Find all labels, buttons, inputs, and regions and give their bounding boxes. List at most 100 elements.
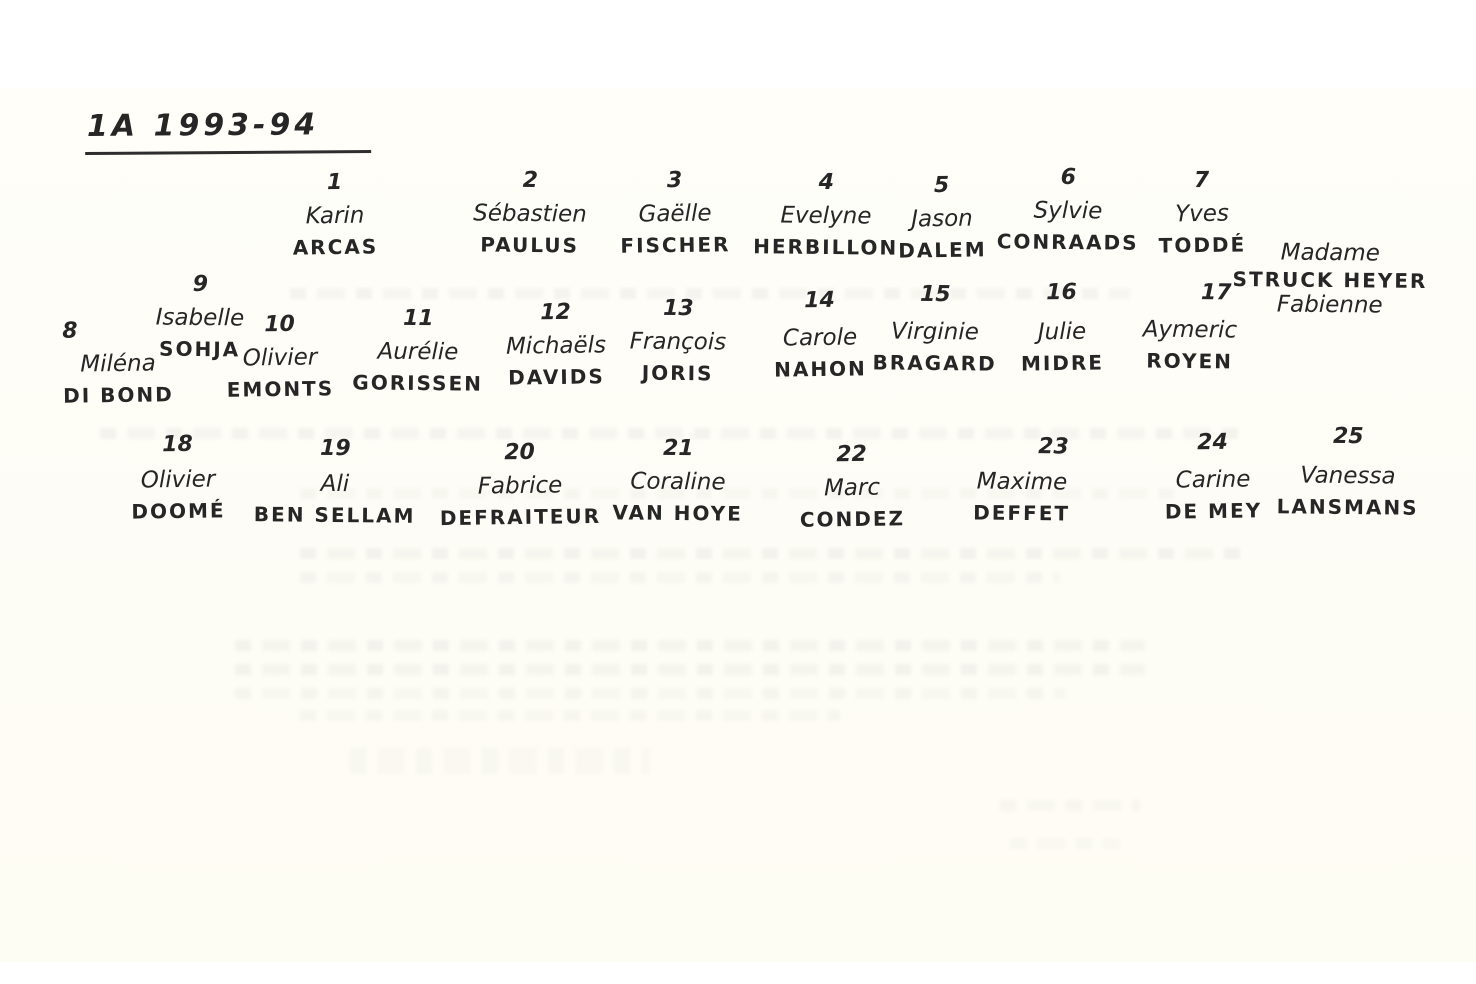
student-first-name: Olivier (242, 344, 318, 372)
bleed-through-text (235, 664, 1145, 675)
teacher-first-name: Fabienne (1276, 291, 1383, 319)
student-number: 3 (666, 167, 683, 194)
student-number: 4 (818, 169, 835, 196)
bleed-through-text (290, 288, 1130, 299)
student-entry: 16 Julie MIDRE (1020, 279, 1105, 376)
student-entry: 13 François JORIS (629, 295, 727, 386)
bleed-through-text (1000, 800, 1140, 811)
student-number: 19 (319, 435, 351, 462)
student-last-name: DEFRAITEUR (439, 503, 602, 531)
student-last-name: CONRAADS (996, 229, 1139, 255)
student-last-name: FISCHER (620, 232, 731, 258)
student-last-name: BRAGARD (872, 350, 997, 376)
student-entry: 2 Sébastien PAULUS (473, 167, 587, 258)
student-last-name: JORIS (641, 360, 714, 386)
student-number: 11 (402, 305, 434, 332)
student-first-name: Ali (320, 470, 350, 498)
student-entry: 25 Vanessa LANSMANS (1277, 423, 1420, 520)
student-first-name: Aymeric (1142, 316, 1238, 344)
student-first-name: Sylvie (1033, 197, 1103, 225)
student-first-name: Maxime (976, 468, 1068, 496)
student-number: 6 (1060, 164, 1077, 191)
student-first-name: Sébastien (473, 200, 587, 228)
student-entry: 1 Karin ARCAS (292, 169, 379, 260)
student-entry: 12 Michaëls DAVIDS (505, 299, 607, 390)
page-title: 1A 1993-94 (84, 107, 372, 155)
student-number: 12 (540, 299, 572, 326)
scanned-paper-background (0, 88, 1476, 962)
student-number: 18 (162, 431, 194, 458)
student-number: 17 (1200, 280, 1232, 306)
student-last-name: ROYEN (1146, 348, 1234, 374)
student-first-name: Yves (1174, 200, 1230, 228)
student-entry: 4 Evelyne HERBILLON (753, 169, 899, 260)
student-entry: 18 Olivier DOOMÉ (130, 431, 226, 524)
student-last-name: CONDEZ (799, 506, 906, 532)
student-entry: 15 Virginie BRAGARD (872, 281, 998, 376)
student-number: 10 (264, 311, 296, 338)
student-number: 23 (1038, 434, 1069, 460)
student-last-name: PAULUS (480, 232, 580, 258)
student-entry: 11 Aurélie GORISSEN (352, 305, 484, 396)
bleed-through-text (300, 548, 1250, 559)
student-last-name: MIDRE (1020, 350, 1105, 376)
student-last-name: NAHON (773, 356, 867, 382)
teacher-entry: Madame STRUCK HEYER Fabienne (1232, 239, 1428, 321)
student-entry: 19 Ali BEN SELLAM (254, 435, 416, 528)
bleed-through-text (300, 710, 840, 721)
student-number: 7 (1193, 167, 1210, 194)
student-number: 20 (504, 439, 536, 466)
student-last-name: DEFFET (973, 500, 1071, 526)
student-first-name: Karin (305, 202, 365, 230)
student-entry: 17 Aymeric ROYEN (1142, 280, 1238, 374)
student-number: 14 (804, 287, 836, 314)
bleed-through-text (300, 572, 1060, 583)
student-first-name: Coraline (630, 468, 726, 496)
student-entry: 24 Carine DE MEY (1164, 429, 1263, 524)
student-first-name: Michaëls (505, 332, 607, 360)
student-first-name: Vanessa (1300, 462, 1396, 490)
student-number: 15 (919, 281, 951, 308)
teacher-label: Madame (1280, 239, 1381, 267)
student-first-name: Jason (911, 205, 973, 233)
student-first-name: Carine (1175, 466, 1251, 494)
student-last-name: DI BOND (62, 382, 174, 408)
student-entry: 22 Marc CONDEZ (799, 441, 906, 532)
student-first-name: Aurélie (377, 338, 459, 366)
student-number: 24 (1197, 429, 1229, 456)
student-number: 1 (326, 169, 343, 196)
student-last-name: EMONTS (226, 376, 335, 402)
student-number: 9 (192, 271, 209, 298)
student-entry: 14 Carole NAHON (773, 287, 867, 382)
student-last-name: VAN HOYE (612, 500, 744, 526)
student-entry: 5 Jason DALEM (897, 172, 987, 263)
student-first-name: Marc (823, 474, 881, 502)
student-first-name: Evelyne (780, 202, 872, 230)
student-last-name: BEN SELLAM (253, 502, 416, 528)
student-entry: 20 Fabrice DEFRAITEUR (439, 439, 602, 531)
student-entry: 3 Gaëlle FISCHER (619, 167, 730, 258)
student-number: 16 (1046, 279, 1077, 306)
student-first-name: Virginie (890, 318, 979, 346)
bleed-through-text (235, 688, 1065, 699)
student-last-name: HERBILLON (753, 234, 899, 260)
student-number: 5 (933, 172, 950, 199)
student-entry: 6 Sylvie CONRAADS (996, 164, 1140, 255)
student-last-name: ARCAS (292, 234, 379, 260)
student-first-name: Carole (782, 324, 858, 352)
bleed-through-text (350, 748, 650, 774)
student-first-name: Gaëlle (638, 200, 712, 228)
student-number: 13 (662, 295, 694, 322)
teacher-last-name: STRUCK HEYER (1232, 266, 1428, 294)
student-last-name: DOOMÉ (131, 498, 226, 524)
student-entry: 23 Maxime DEFFET (973, 433, 1071, 525)
student-first-name: Fabrice (477, 472, 563, 500)
student-last-name: GORISSEN (352, 370, 484, 396)
student-first-name: Olivier (140, 466, 216, 494)
student-number: 2 (522, 167, 539, 194)
bleed-through-text (300, 488, 1180, 499)
bleed-through-text (1010, 838, 1120, 849)
bleed-through-text (100, 428, 1240, 439)
student-entry: 21 Coraline VAN HOYE (612, 435, 744, 526)
student-first-name: Julie (1037, 318, 1087, 346)
